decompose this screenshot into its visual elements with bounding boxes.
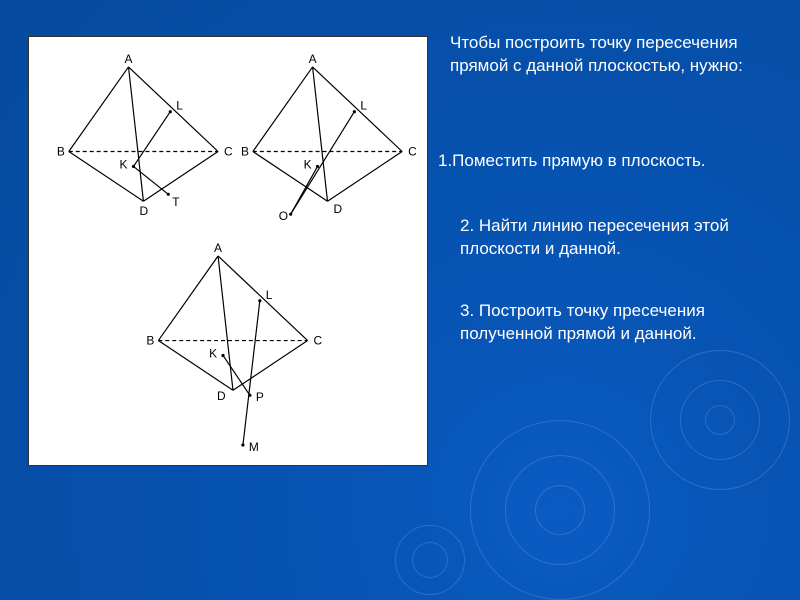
step1-text: 1.Поместить прямую в плоскость. (438, 150, 768, 173)
svg-text:A: A (125, 52, 133, 66)
svg-text:D: D (217, 389, 226, 403)
diagram-panel: ABCDKLTABCDKLOABCDKLPM (28, 36, 428, 466)
svg-text:C: C (408, 144, 417, 158)
intro-text: Чтобы построить точку пересечения прямой… (450, 32, 770, 78)
svg-text:L: L (360, 99, 367, 113)
svg-text:K: K (209, 346, 217, 360)
svg-text:D: D (139, 204, 148, 218)
svg-text:B: B (57, 144, 65, 158)
svg-text:L: L (266, 288, 273, 302)
svg-text:M: M (249, 440, 259, 454)
svg-text:O: O (279, 209, 288, 223)
svg-text:A: A (309, 52, 317, 66)
svg-text:C: C (314, 334, 323, 348)
step3-text: 3. Построить точку пресечения полученной… (460, 300, 770, 346)
geometry-diagrams: ABCDKLTABCDKLOABCDKLPM (29, 37, 427, 465)
svg-text:B: B (241, 144, 249, 158)
svg-text:P: P (256, 390, 264, 404)
svg-text:K: K (304, 157, 312, 171)
svg-text:L: L (176, 99, 183, 113)
svg-text:D: D (333, 202, 342, 216)
svg-text:A: A (214, 241, 222, 255)
svg-text:T: T (172, 195, 180, 209)
svg-text:B: B (146, 334, 154, 348)
svg-text:C: C (224, 144, 233, 158)
svg-text:K: K (120, 157, 128, 171)
step2-text: 2. Найти линию пересечения этой плоскост… (460, 215, 760, 261)
